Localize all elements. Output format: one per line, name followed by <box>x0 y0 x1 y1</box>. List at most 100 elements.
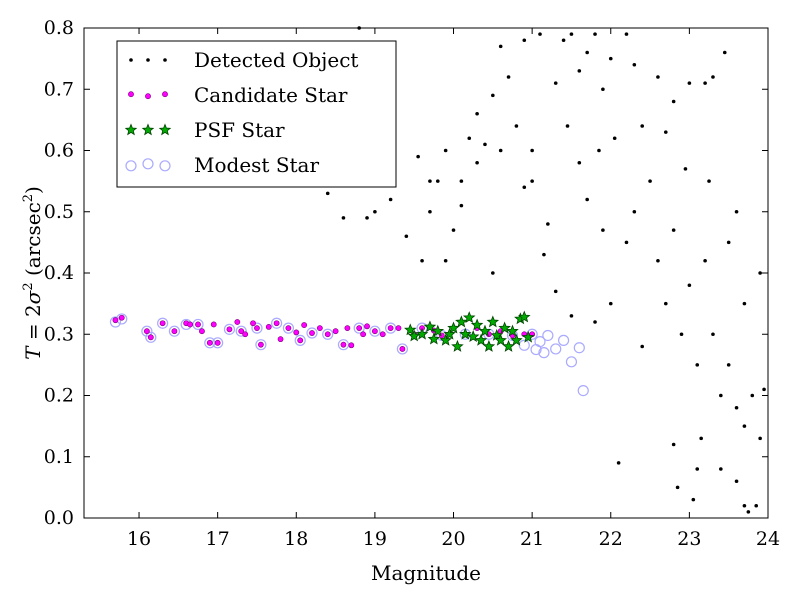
candidate-star-point <box>112 317 119 324</box>
modest-star-point <box>550 343 562 355</box>
detected-object-point <box>491 93 495 98</box>
candidate-star-point <box>254 325 260 332</box>
y-tick-label: 0.8 <box>44 17 74 39</box>
psf-star-point <box>427 332 441 345</box>
psf-star-point <box>466 330 480 343</box>
detected-object-point <box>726 240 731 245</box>
candidate-star-point <box>285 325 292 332</box>
modest-star-point <box>542 329 554 342</box>
detected-object-point <box>683 167 688 171</box>
y-tick-label: 0.5 <box>44 201 74 223</box>
detected-object-point <box>569 32 574 36</box>
detected-object-point <box>679 332 684 337</box>
detected-object-point <box>498 148 503 153</box>
detected-object-point <box>373 209 377 214</box>
detected-object-point <box>451 228 456 232</box>
psf-star-point <box>439 333 452 346</box>
detected-object-point <box>565 124 570 128</box>
detected-object-point <box>671 228 676 232</box>
y-tick-label: 0.3 <box>44 323 74 345</box>
candidate-star-point <box>332 328 339 335</box>
detected-object-point <box>687 81 692 85</box>
x-axis-label: Magnitude <box>371 561 481 585</box>
psf-star-point <box>470 318 484 331</box>
detected-object-point <box>762 387 766 392</box>
candidate-star-point <box>273 320 280 327</box>
x-tick-label: 16 <box>127 528 151 550</box>
x-tick-label: 18 <box>284 528 308 550</box>
detected-object-point <box>428 179 432 183</box>
x-tick-label: 20 <box>441 528 465 550</box>
detected-object-point <box>459 203 464 208</box>
legend-label-detected-object: Detected Object <box>194 48 358 72</box>
detected-object-point <box>601 228 605 232</box>
candidate-star-point <box>293 329 300 336</box>
candidate-star-point <box>199 328 205 335</box>
detected-object-point <box>475 111 479 116</box>
detected-object-point <box>726 363 731 367</box>
psf-star-point <box>407 329 421 342</box>
candidate-star-point <box>316 325 323 332</box>
detected-object-point <box>624 32 629 36</box>
candidate-star-point <box>242 331 249 338</box>
detected-object-point <box>632 62 637 67</box>
candidate-star-point <box>171 328 178 335</box>
detected-object-point <box>530 148 534 153</box>
legend-marker-candidate-star <box>128 91 134 98</box>
candidate-star-point <box>395 325 402 332</box>
detected-object-point <box>491 271 495 275</box>
y-tick-label: 0.4 <box>44 262 74 284</box>
detected-object-point <box>538 32 542 36</box>
detected-object-point <box>691 497 696 502</box>
detected-object-point <box>656 258 660 263</box>
detected-object-point <box>616 461 621 465</box>
detected-object-point <box>443 258 448 263</box>
detected-object-point <box>569 314 574 318</box>
psf-star-point <box>494 333 507 346</box>
psf-star-point <box>447 321 460 334</box>
candidate-star-point <box>309 330 315 336</box>
x-tick-label: 22 <box>599 528 623 550</box>
detected-object-point <box>612 136 617 141</box>
detected-object-point <box>648 179 652 183</box>
modest-star-point <box>109 316 122 328</box>
x-tick-label: 24 <box>756 528 780 550</box>
legend-marker-psf-star <box>124 123 138 136</box>
modest-star-point <box>337 339 350 351</box>
candidate-star-point <box>195 321 201 328</box>
psf-star-point <box>415 327 429 340</box>
y-tick-label: 0.7 <box>44 78 74 100</box>
candidate-star-point <box>399 346 406 352</box>
detected-object-point <box>404 234 409 239</box>
y-tick-label: 0.0 <box>44 507 74 529</box>
detected-object-point <box>632 209 637 214</box>
candidate-star-point <box>187 321 194 328</box>
y-axis-label-eq: = 2 <box>21 304 45 346</box>
legend-marker-detected-object <box>129 58 133 62</box>
detected-object-point <box>506 75 511 79</box>
legend-marker-modest-star <box>142 158 154 170</box>
modest-star-point <box>538 347 550 359</box>
detected-object-point <box>640 344 645 349</box>
modest-star-point <box>565 356 578 368</box>
detected-object-point <box>746 510 751 514</box>
modest-star-point <box>255 339 267 351</box>
modest-star-point <box>294 334 306 346</box>
detected-object-point <box>459 179 464 183</box>
psf-star-point <box>462 311 476 324</box>
candidate-star-point <box>344 325 351 332</box>
candidate-star-point <box>159 320 166 327</box>
detected-object-point <box>750 393 755 398</box>
candidate-star-point <box>360 331 367 338</box>
detected-object-point <box>675 485 680 490</box>
detected-object-point <box>553 289 558 294</box>
detected-object-point <box>341 216 346 220</box>
candidate-star-point <box>206 339 213 346</box>
candidate-star-point <box>118 314 125 321</box>
candidate-star-point <box>356 325 363 332</box>
psf-star-point <box>521 330 535 343</box>
modest-star-point <box>157 317 169 329</box>
detected-object-point <box>699 436 703 441</box>
candidate-star-point <box>257 341 264 348</box>
detected-object-point <box>734 209 739 214</box>
